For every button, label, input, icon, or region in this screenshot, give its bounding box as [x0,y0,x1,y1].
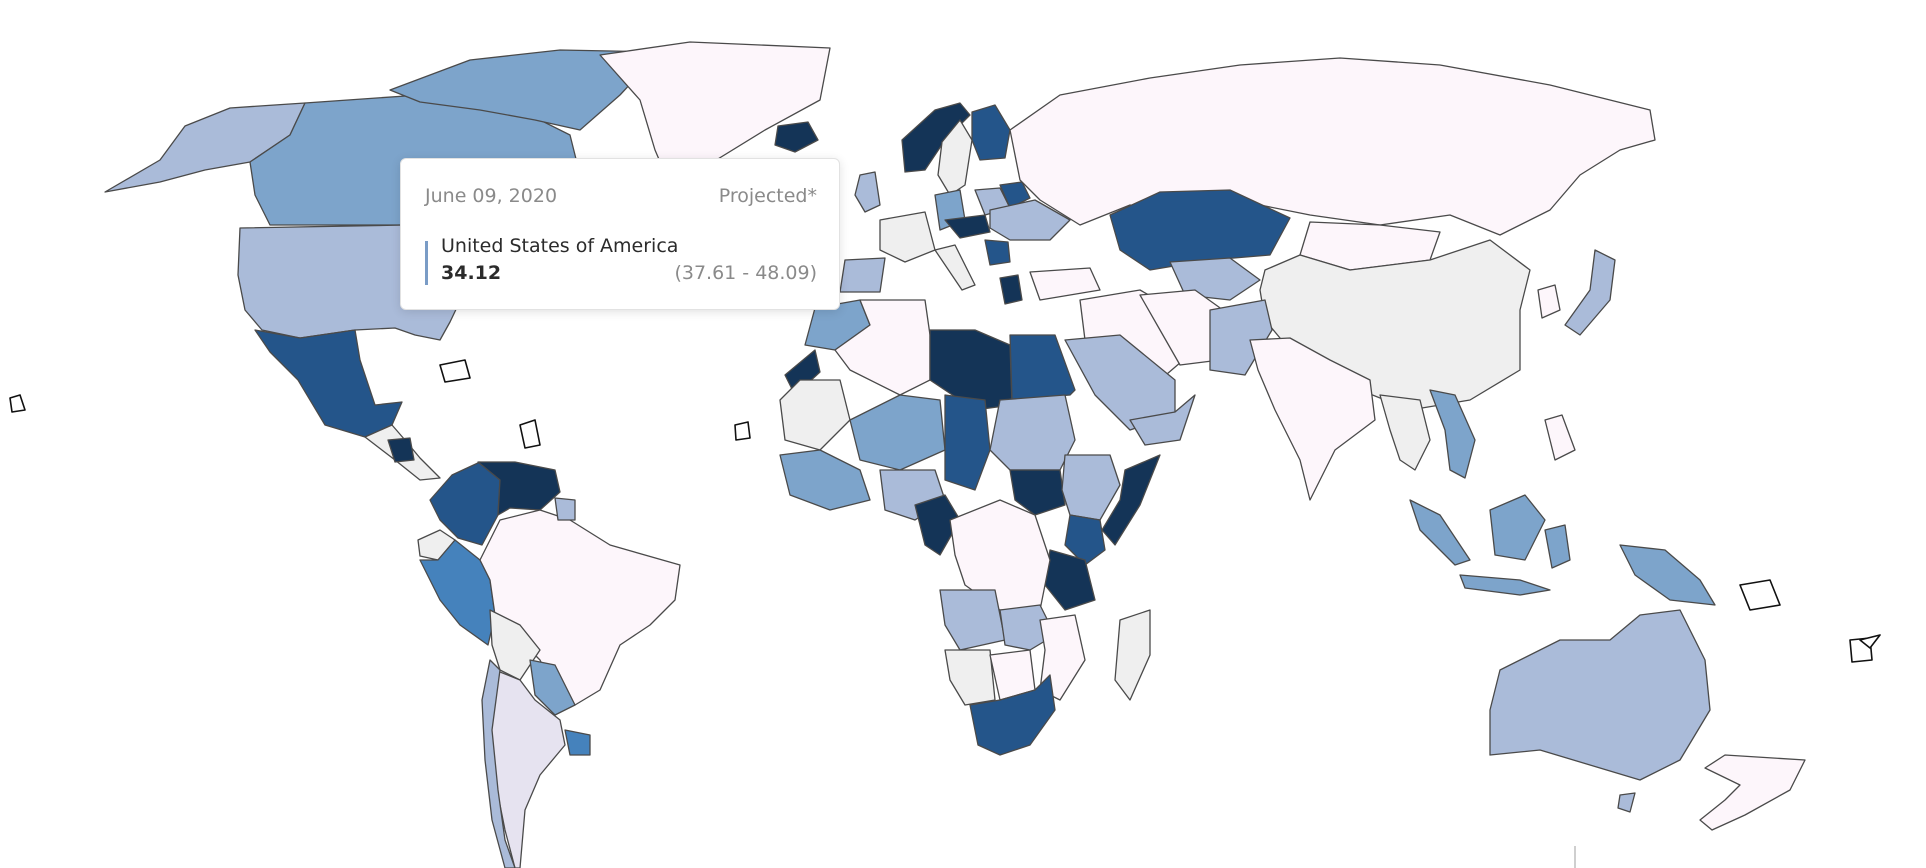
country-southeast-asia[interactable] [1379,394,1431,471]
country-west-africa[interactable] [779,449,871,511]
tooltip-status: Projected* [718,185,817,207]
country-italy[interactable] [934,244,976,291]
country-zambia[interactable] [999,604,1056,651]
country-iceland[interactable] [774,121,819,153]
country-cameroon[interactable] [914,494,961,556]
country-guatemala[interactable] [387,437,415,463]
island-atlantic [734,421,751,441]
country-greece[interactable] [999,274,1023,305]
island-caribbean [439,359,471,383]
country-angola[interactable] [939,589,1006,651]
country-uruguay[interactable] [564,729,591,756]
country-madagascar[interactable] [1114,609,1151,701]
country-somalia[interactable] [1101,454,1161,546]
country-philippines[interactable] [1544,414,1576,461]
country-yemen-oman[interactable] [1129,394,1196,446]
island-pacific-east [1739,579,1781,611]
country-korea[interactable] [1537,284,1561,319]
country-balkans[interactable] [984,239,1011,266]
country-guianas[interactable] [554,497,576,521]
country-chile[interactable] [481,659,516,868]
country-egypt[interactable] [1009,334,1076,401]
country-sumatra[interactable] [1409,499,1471,566]
country-new-zealand[interactable] [1699,754,1806,831]
country-turkey[interactable] [1029,267,1101,301]
country-mauritania[interactable] [779,379,851,451]
country-kenya[interactable] [1064,514,1106,566]
country-brazil[interactable] [479,509,681,706]
country-kazakhstan[interactable] [1109,189,1291,271]
country-france[interactable] [879,211,936,263]
island-pacific-far [1859,634,1881,649]
island-pacific-1 [9,394,26,413]
tooltip-interval: (37.61 - 48.09) [674,262,817,284]
country-namibia[interactable] [944,649,996,706]
country-japan[interactable] [1564,249,1616,336]
country-new-guinea[interactable] [1619,544,1716,606]
tooltip-value: 34.12 [441,262,502,284]
country-belarus[interactable] [999,181,1031,209]
country-india[interactable] [1249,337,1376,501]
country-central-asia[interactable] [1169,257,1261,301]
country-mexico[interactable] [254,329,403,438]
country-tasmania[interactable] [1617,792,1636,813]
country-sweden[interactable] [937,119,973,196]
country-greenland[interactable] [599,41,831,186]
country-java[interactable] [1459,574,1551,596]
country-sulawesi[interactable] [1544,524,1571,569]
country-ukraine[interactable] [989,199,1071,241]
tooltip-country-name: United States of America [441,235,679,257]
country-czechia[interactable] [944,214,991,239]
country-mozambique[interactable] [1039,614,1086,701]
country-vietnam[interactable] [1429,389,1476,479]
country-australia[interactable] [1489,609,1711,781]
country-russia[interactable] [1009,57,1656,236]
country-paraguay[interactable] [529,659,576,716]
tooltip-date: June 09, 2020 [425,185,558,207]
country-sudan[interactable] [989,394,1076,471]
country-south-africa[interactable] [969,674,1056,756]
country-mali-niger[interactable] [849,394,946,471]
country-canada-islands[interactable] [389,49,661,131]
country-finland[interactable] [971,104,1011,161]
country-ethiopia[interactable] [1061,454,1121,521]
tooltip-series-marker [425,241,428,285]
country-uk[interactable] [854,171,881,213]
country-tooltip: June 09, 2020 Projected* United States o… [400,158,840,310]
map-edge-tick [1574,846,1576,868]
country-south-sudan[interactable] [1009,469,1066,516]
country-spain[interactable] [839,257,886,293]
country-borneo[interactable] [1489,494,1546,561]
island-caribbean-2 [519,419,541,449]
country-chad[interactable] [944,394,991,491]
